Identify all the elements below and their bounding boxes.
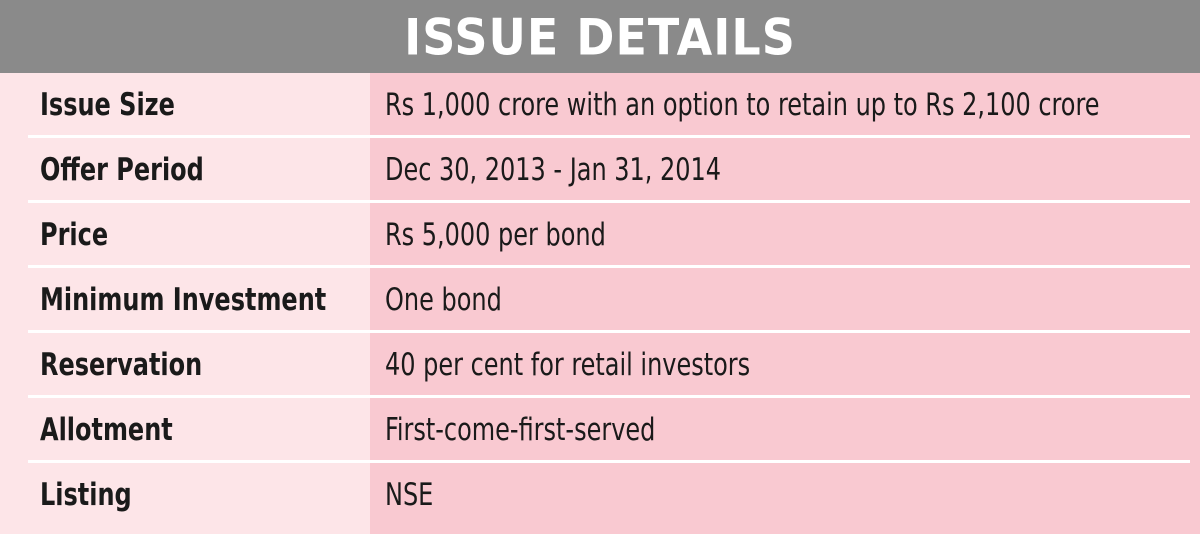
row-label: Minimum Investment bbox=[40, 282, 327, 318]
value-column bbox=[370, 73, 1200, 534]
row-divider bbox=[28, 200, 1190, 203]
row-value: Rs 1,000 crore with an option to retain … bbox=[385, 87, 1100, 123]
header-bar: ISSUE DETAILS bbox=[0, 0, 1200, 73]
table-row-price: Price Rs 5,000 per bond bbox=[0, 203, 1200, 268]
details-table: Issue Size Rs 1,000 crore with an option… bbox=[0, 73, 1200, 528]
row-value: Dec 30, 2013 - Jan 31, 2014 bbox=[385, 152, 722, 188]
row-value: First-come-first-served bbox=[385, 412, 656, 448]
row-label: Reservation bbox=[40, 347, 203, 383]
row-value: NSE bbox=[385, 477, 434, 513]
row-divider bbox=[28, 265, 1190, 268]
row-label: Issue Size bbox=[40, 87, 175, 123]
table-row-offer-period: Offer Period Dec 30, 2013 - Jan 31, 2014 bbox=[0, 138, 1200, 203]
row-label: Offer Period bbox=[40, 152, 204, 188]
row-value: Rs 5,000 per bond bbox=[385, 217, 606, 253]
table-row-allotment: Allotment First-come-first-served bbox=[0, 398, 1200, 463]
row-divider bbox=[28, 395, 1190, 398]
row-label: Price bbox=[40, 217, 109, 253]
row-label: Listing bbox=[40, 477, 132, 513]
table-row-issue-size: Issue Size Rs 1,000 crore with an option… bbox=[0, 73, 1200, 138]
page-title: ISSUE DETAILS bbox=[404, 7, 796, 66]
label-column bbox=[0, 73, 370, 534]
row-value: One bond bbox=[385, 282, 502, 318]
table-row-reservation: Reservation 40 per cent for retail inves… bbox=[0, 333, 1200, 398]
row-divider bbox=[28, 460, 1190, 463]
table-row-listing: Listing NSE bbox=[0, 463, 1200, 528]
row-value: 40 per cent for retail investors bbox=[385, 347, 751, 383]
table-row-minimum-investment: Minimum Investment One bond bbox=[0, 268, 1200, 333]
row-divider bbox=[28, 135, 1190, 138]
row-label: Allotment bbox=[40, 412, 173, 448]
row-divider bbox=[28, 330, 1190, 333]
